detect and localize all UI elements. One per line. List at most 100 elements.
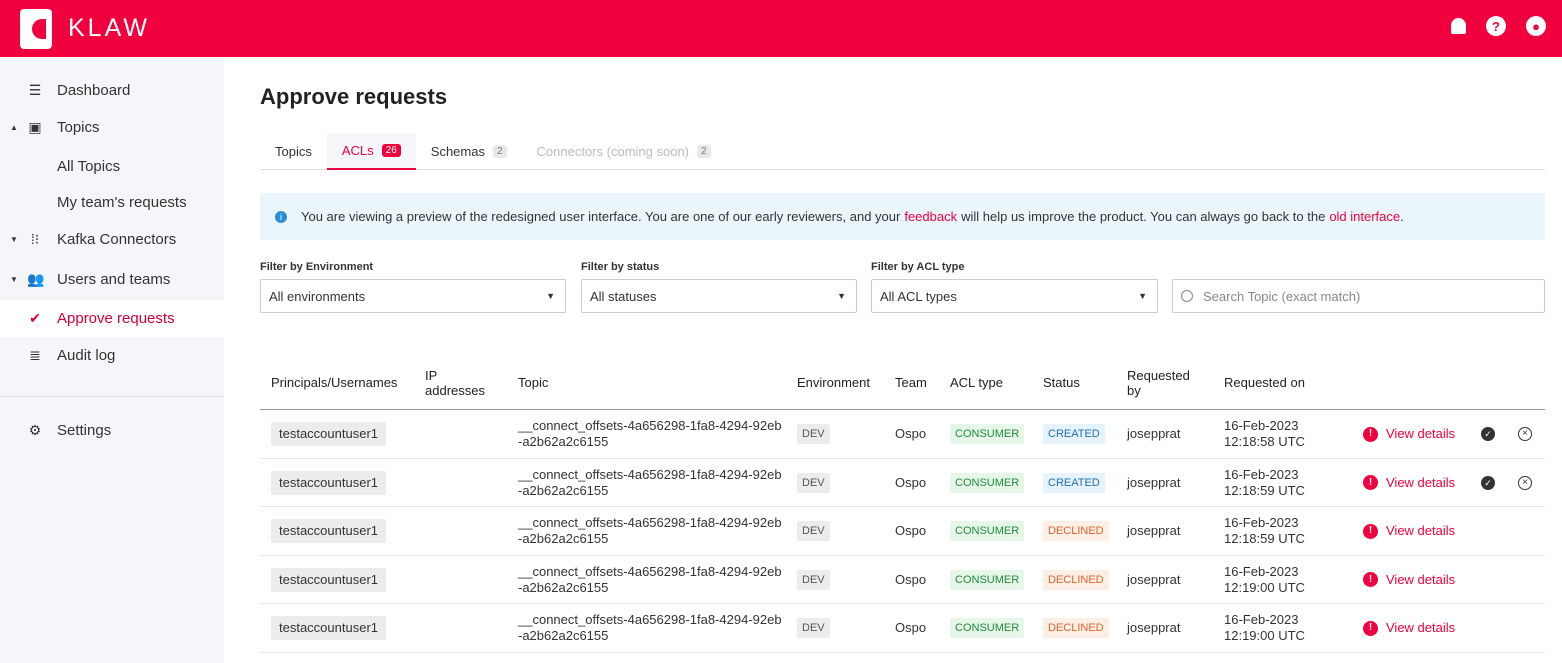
acl-type-badge: CONSUMER xyxy=(950,521,1025,541)
environment-filter-select[interactable]: All environments ▼ xyxy=(260,279,566,313)
caret-down-icon: ▼ xyxy=(10,275,18,284)
environment-badge: DEV xyxy=(797,424,830,444)
table-header: Principals/Usernames IP addresses Topic … xyxy=(260,355,1545,410)
status-filter-label: Filter by status xyxy=(581,261,660,273)
view-details-label: View details xyxy=(1386,523,1456,538)
topic-name: __connect_offsets-4a656298-1fa8-4294-92e… xyxy=(518,466,782,498)
tab-schemas[interactable]: Schemas 2 xyxy=(416,133,522,170)
info-circle-icon: ! xyxy=(1363,475,1378,490)
search-topic-input[interactable]: Search Topic (exact match) xyxy=(1172,279,1545,313)
requested-time: 12:18:59 UTC xyxy=(1224,482,1305,498)
help-icon[interactable]: ? xyxy=(1486,16,1506,36)
view-details-link[interactable]: ! View details xyxy=(1363,459,1455,507)
topic-name: __connect_offsets-4a656298-1fa8-4294-92e… xyxy=(518,418,782,449)
sidebar-item-label: Users and teams xyxy=(57,271,171,288)
table-row: testaccountuser1 __connect_offsets-4a656… xyxy=(260,507,1545,556)
view-details-label: View details xyxy=(1386,426,1456,441)
requested-by: josepprat xyxy=(1127,474,1181,490)
klaw-logo[interactable]: KLAW xyxy=(20,8,150,49)
old-interface-link[interactable]: old interface xyxy=(1329,209,1401,224)
column-header: Principals/Usernames xyxy=(271,375,398,390)
status-badge: CREATED xyxy=(1043,424,1105,444)
tab-label: Topics xyxy=(275,144,312,159)
status-badge: DECLINED xyxy=(1043,618,1109,638)
decline-icon[interactable]: × xyxy=(1518,427,1532,441)
column-header: Status xyxy=(1043,375,1080,390)
bell-icon[interactable] xyxy=(1451,18,1466,34)
view-details-link[interactable]: ! View details xyxy=(1363,604,1455,652)
environment-badge: DEV xyxy=(797,521,830,541)
info-circle-icon: ! xyxy=(1363,572,1378,587)
column-header: IP addresses xyxy=(425,367,485,398)
acl-type-filter-label: Filter by ACL type xyxy=(871,261,965,273)
view-details-link[interactable]: ! View details xyxy=(1363,410,1455,458)
topic-name: __connect_offsets-4a656298-1fa8-4294-92e… xyxy=(518,515,782,546)
users-icon: 👥 xyxy=(27,271,45,287)
approve-icon[interactable]: ✓ xyxy=(1481,427,1495,441)
requested-time: 12:18:58 UTC xyxy=(1224,434,1305,449)
requested-by: josepprat xyxy=(1127,571,1181,587)
column-header: Team xyxy=(895,375,927,390)
feedback-link[interactable]: feedback xyxy=(904,209,958,224)
preview-banner: i You are viewing a preview of the redes… xyxy=(260,193,1545,240)
table-row: testaccountuser1 __connect_offsets-4a656… xyxy=(260,459,1545,507)
connector-icon: ⁞⁝ xyxy=(30,231,40,247)
status-filter-select[interactable]: All statuses ▼ xyxy=(581,279,857,313)
table-row: testaccountuser1 __connect_offsets-4a656… xyxy=(260,410,1545,459)
sidebar-item-users-and-teams[interactable]: ▼ 👥 Users and teams xyxy=(0,261,224,298)
principal-chip: testaccountuser1 xyxy=(271,616,387,640)
sidebar-item-my-teams-requests[interactable]: My team's requests xyxy=(0,184,224,221)
dropdown-arrow-icon: ▼ xyxy=(546,291,555,301)
select-value: All statuses xyxy=(590,288,657,304)
top-bar: KLAW ? ● xyxy=(0,0,1562,57)
view-details-label: View details xyxy=(1386,474,1456,490)
sidebar-item-label: Settings xyxy=(57,422,112,439)
caret-up-icon: ▲ xyxy=(10,123,18,132)
requested-date: 16-Feb-2023 xyxy=(1224,563,1299,579)
app-name: KLAW xyxy=(68,14,150,42)
sidebar-item-topics[interactable]: ▲ ▣ Topics xyxy=(0,109,224,146)
acl-type-badge: CONSUMER xyxy=(950,569,1025,590)
column-header: Topic xyxy=(518,375,549,390)
sidebar-item-approve-requests[interactable]: ✔ Approve requests xyxy=(0,300,224,337)
sidebar-item-label: Approve requests xyxy=(57,310,175,327)
decline-icon[interactable]: × xyxy=(1518,475,1532,490)
topic-name: __connect_offsets-4a656298-1fa8-4294-92e… xyxy=(518,563,782,595)
acl-type-badge: CONSUMER xyxy=(950,424,1025,444)
sidebar: ☰ Dashboard ▲ ▣ Topics All Topics My team's… xyxy=(0,57,224,663)
column-header: Requested on xyxy=(1224,375,1305,390)
sidebar-item-kafka-connectors[interactable]: ▼ ⁞⁝ Kafka Connectors xyxy=(0,221,224,258)
view-details-link[interactable]: ! View details xyxy=(1363,556,1455,604)
sidebar-item-settings[interactable]: ⚙ Settings xyxy=(0,412,224,449)
tab-topics[interactable]: Topics xyxy=(260,133,327,170)
team-name: Ospo xyxy=(895,474,927,490)
search-placeholder: Search Topic (exact match) xyxy=(1203,288,1361,304)
page-title: Approve requests xyxy=(260,84,448,109)
banner-text: . xyxy=(1400,209,1404,224)
approve-icon[interactable]: ✓ xyxy=(1481,475,1495,490)
tab-label: Schemas xyxy=(430,144,485,159)
select-value: All ACL types xyxy=(880,288,957,304)
table-row: testaccountuser1 __connect_offsets-4a656… xyxy=(260,556,1545,604)
tab-label: ACLs xyxy=(341,143,374,158)
sidebar-item-audit-log[interactable]: ≣ Audit log xyxy=(0,337,224,374)
user-icon[interactable]: ● xyxy=(1526,16,1546,36)
tab-acls[interactable]: ACLs 26 xyxy=(326,133,416,170)
team-name: Ospo xyxy=(895,523,927,538)
team-name: Ospo xyxy=(895,571,927,587)
status-badge: CREATED xyxy=(1043,472,1105,493)
list-icon: ≣ xyxy=(29,347,41,363)
count-badge: 2 xyxy=(492,145,507,158)
sidebar-item-all-topics[interactable]: All Topics xyxy=(0,148,224,185)
acl-type-filter-select[interactable]: All ACL types ▼ xyxy=(871,279,1158,313)
tab-label: Connectors (coming soon) xyxy=(536,144,690,159)
principal-chip: testaccountuser1 xyxy=(271,567,387,592)
gear-icon: ⚙ xyxy=(28,422,42,438)
status-badge: DECLINED xyxy=(1043,569,1109,590)
sidebar-item-dashboard[interactable]: ☰ Dashboard xyxy=(0,72,224,109)
view-details-link[interactable]: ! View details xyxy=(1363,507,1455,555)
view-details-label: View details xyxy=(1386,571,1456,587)
column-header: Environment xyxy=(797,375,870,390)
requested-time: 12:18:59 UTC xyxy=(1224,531,1305,546)
topics-icon: ▣ xyxy=(28,119,42,135)
